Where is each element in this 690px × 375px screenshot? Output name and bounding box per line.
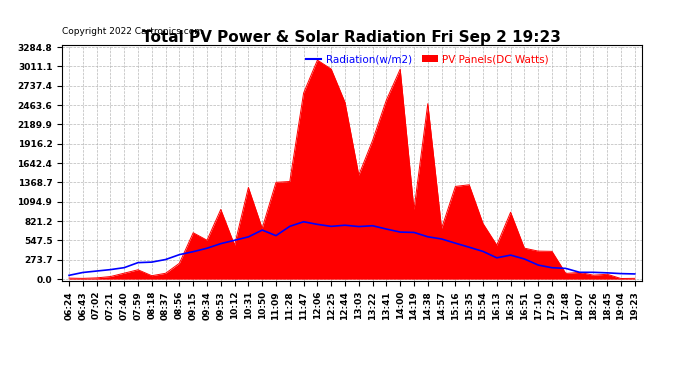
Text: Copyright 2022 Cartronics.com: Copyright 2022 Cartronics.com [62,27,203,36]
Legend: Radiation(w/m2), PV Panels(DC Watts): Radiation(w/m2), PV Panels(DC Watts) [302,50,553,69]
Title: Total PV Power & Solar Radiation Fri Sep 2 19:23: Total PV Power & Solar Radiation Fri Sep… [142,30,562,45]
